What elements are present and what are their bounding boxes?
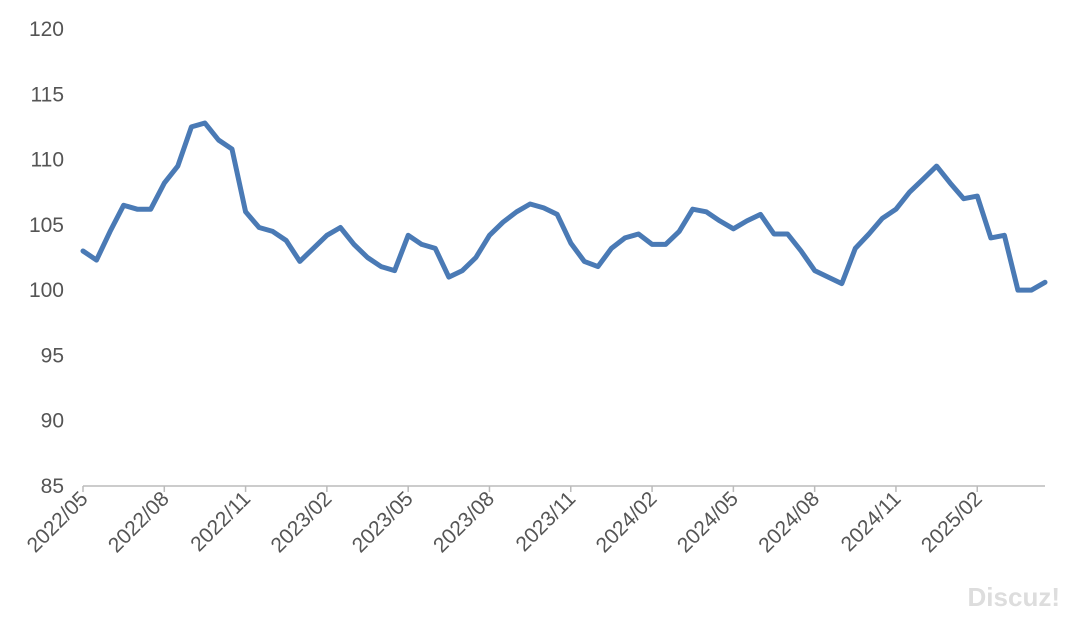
y-tick-label: 100 <box>29 279 64 302</box>
y-tick-label: 90 <box>41 410 64 433</box>
x-tick-label: 2022/08 <box>104 487 174 557</box>
x-tick-label: 2023/02 <box>266 487 336 557</box>
x-tick-label: 2022/11 <box>186 487 255 556</box>
x-tick-label: 2024/11 <box>837 487 906 556</box>
x-tick-label: 2024/08 <box>754 487 824 557</box>
y-tick-label: 120 <box>29 18 64 41</box>
line-series <box>80 120 1048 293</box>
y-tick-label: 85 <box>41 475 64 498</box>
x-tick-label: 2024/05 <box>673 487 743 557</box>
x-tick-label: 2023/11 <box>511 487 580 556</box>
x-tick-label: 2023/08 <box>429 487 499 557</box>
watermark: Discuz! <box>968 582 1060 612</box>
y-tick-label: 95 <box>41 344 64 367</box>
x-tick-label: 2025/02 <box>917 487 987 557</box>
x-tick-label: 2023/05 <box>348 487 418 557</box>
x-tick-label: 2024/02 <box>592 487 662 557</box>
y-tick-label: 105 <box>29 214 64 237</box>
y-tick-label: 115 <box>31 83 64 106</box>
y-tick-label: 110 <box>31 149 64 172</box>
